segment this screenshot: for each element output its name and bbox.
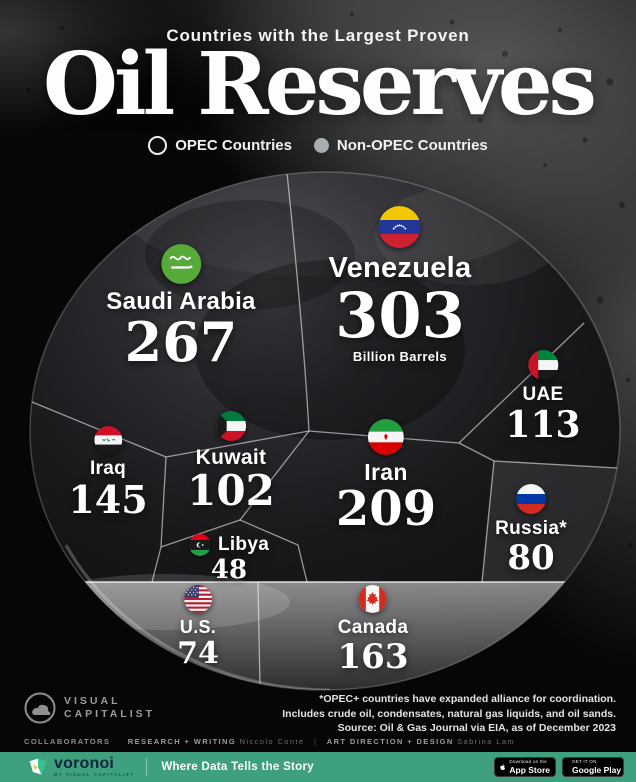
canada-flag-icon xyxy=(358,585,387,613)
art-direction-name: Sabrina Lam xyxy=(457,737,516,746)
voronoi-bottom-bar: voronoi BY VISUAL CAPITALIST Where Data … xyxy=(0,752,636,782)
country-name: Libya xyxy=(217,533,270,555)
app-store-badge-bottom-text: App Store xyxy=(509,764,550,775)
us-flag-icon xyxy=(184,585,212,613)
country-name: Iran xyxy=(364,459,408,485)
credit-separator: | xyxy=(313,737,318,746)
country-value: 74 xyxy=(177,635,219,671)
voronoi-brand: voronoi BY VISUAL CAPITALIST xyxy=(28,756,134,778)
unit-label: Billion Barrels xyxy=(352,348,448,364)
country-name: U.S. xyxy=(179,617,217,637)
iraq-flag-icon xyxy=(93,426,122,454)
legend-item-non-opec: Non-OPEC Countries xyxy=(313,137,488,154)
saudi-arabia-flag-icon xyxy=(160,244,201,284)
cell-iran: Iran 209 xyxy=(336,419,436,533)
app-store-badge-top-text: Download on the xyxy=(509,758,547,764)
country-name: Kuwait xyxy=(195,446,267,469)
apple-logo-icon xyxy=(500,763,506,770)
google-play-badge[interactable]: GET IT ON Google Play xyxy=(562,757,624,777)
opec-legend-dot-icon xyxy=(148,136,168,155)
cell-venezuela: Venezuela 303 Billion Barrels xyxy=(329,206,472,364)
venezuela-flag-icon xyxy=(378,206,421,248)
voronoi-byline: BY VISUAL CAPITALIST xyxy=(54,772,135,778)
russia-flag-icon xyxy=(516,484,546,514)
libya-flag-icon xyxy=(188,534,211,556)
footnote-line3: Source: Oil & Gas Journal via EIA, as of… xyxy=(337,722,616,735)
visual-capitalist-logo-icon xyxy=(24,692,56,724)
kuwait-flag-icon xyxy=(215,411,246,441)
country-value: 48 xyxy=(210,555,248,585)
legend-non-opec-label: Non-OPEC Countries xyxy=(336,137,488,154)
visual-capitalist-logo: VISUAL CAPITALIST xyxy=(24,692,155,724)
art-direction-role: ART DIRECTION + DESIGN xyxy=(326,737,454,746)
kicker-title: Countries with the Largest Proven xyxy=(166,26,470,45)
country-value: 267 xyxy=(124,310,238,375)
legend-opec-label: OPEC Countries xyxy=(175,137,292,154)
country-value: 303 xyxy=(335,278,465,352)
voronoi-logo-icon xyxy=(29,758,47,775)
uae-flag-icon xyxy=(528,350,558,380)
country-name: Canada xyxy=(337,617,409,638)
research-writing-name: Niccolo Conte xyxy=(239,737,305,746)
country-name: Venezuela xyxy=(328,252,472,284)
legend: OPEC Countries Non-OPEC Countries xyxy=(0,136,636,155)
cell-uae: UAE 113 xyxy=(505,350,581,446)
footnote-line2: Includes crude oil, condensates, natural… xyxy=(282,707,616,720)
vc-logo-line2: CAPITALIST xyxy=(64,708,156,720)
country-value: 145 xyxy=(68,476,148,522)
voronoi-tagline: Where Data Tells the Story xyxy=(161,761,314,773)
collaborators-label: COLLABORATORS xyxy=(24,737,111,746)
country-value: 102 xyxy=(187,466,275,516)
cell-us: U.S. 74 xyxy=(177,585,219,668)
country-name: Iraq xyxy=(89,458,127,479)
google-play-badge-bottom-text: Google Play xyxy=(572,764,622,775)
collaborators-credits: COLLABORATORS RESEARCH + WRITING Niccolo… xyxy=(24,737,515,746)
voronoi-wordmark: voronoi xyxy=(54,755,115,773)
non-opec-legend-dot-icon xyxy=(313,138,329,153)
app-store-badge[interactable]: Download on the App Store xyxy=(494,757,556,777)
vc-logo-line1: VISUAL xyxy=(64,694,121,707)
bar-divider xyxy=(146,758,148,776)
cell-libya: Libya 48 xyxy=(188,533,270,585)
legend-item-opec: OPEC Countries xyxy=(148,136,292,155)
cell-kuwait: Kuwait 102 xyxy=(187,411,275,516)
country-value: 209 xyxy=(335,481,437,538)
footnotes: *OPEC+ countries have expanded alliance … xyxy=(282,692,616,736)
country-name: Saudi Arabia xyxy=(106,288,256,315)
footnote-line1: *OPEC+ countries have expanded alliance … xyxy=(319,693,616,705)
page-title: Oil Reserves xyxy=(43,34,597,135)
google-play-badge-top-text: GET IT ON xyxy=(572,758,597,764)
country-value: 80 xyxy=(507,537,555,578)
research-writing-role: RESEARCH + WRITING xyxy=(127,737,237,746)
iran-flag-icon xyxy=(367,419,404,455)
cell-iraq: Iraq 145 xyxy=(68,426,148,522)
country-name: UAE xyxy=(522,384,564,405)
cell-saudi-arabia: Saudi Arabia 267 xyxy=(106,244,256,375)
country-value: 113 xyxy=(505,403,581,446)
cell-canada: Canada 163 xyxy=(337,585,409,677)
country-name: Russia* xyxy=(495,518,567,539)
cell-russia: Russia* 80 xyxy=(495,484,567,578)
country-value: 163 xyxy=(337,636,409,677)
